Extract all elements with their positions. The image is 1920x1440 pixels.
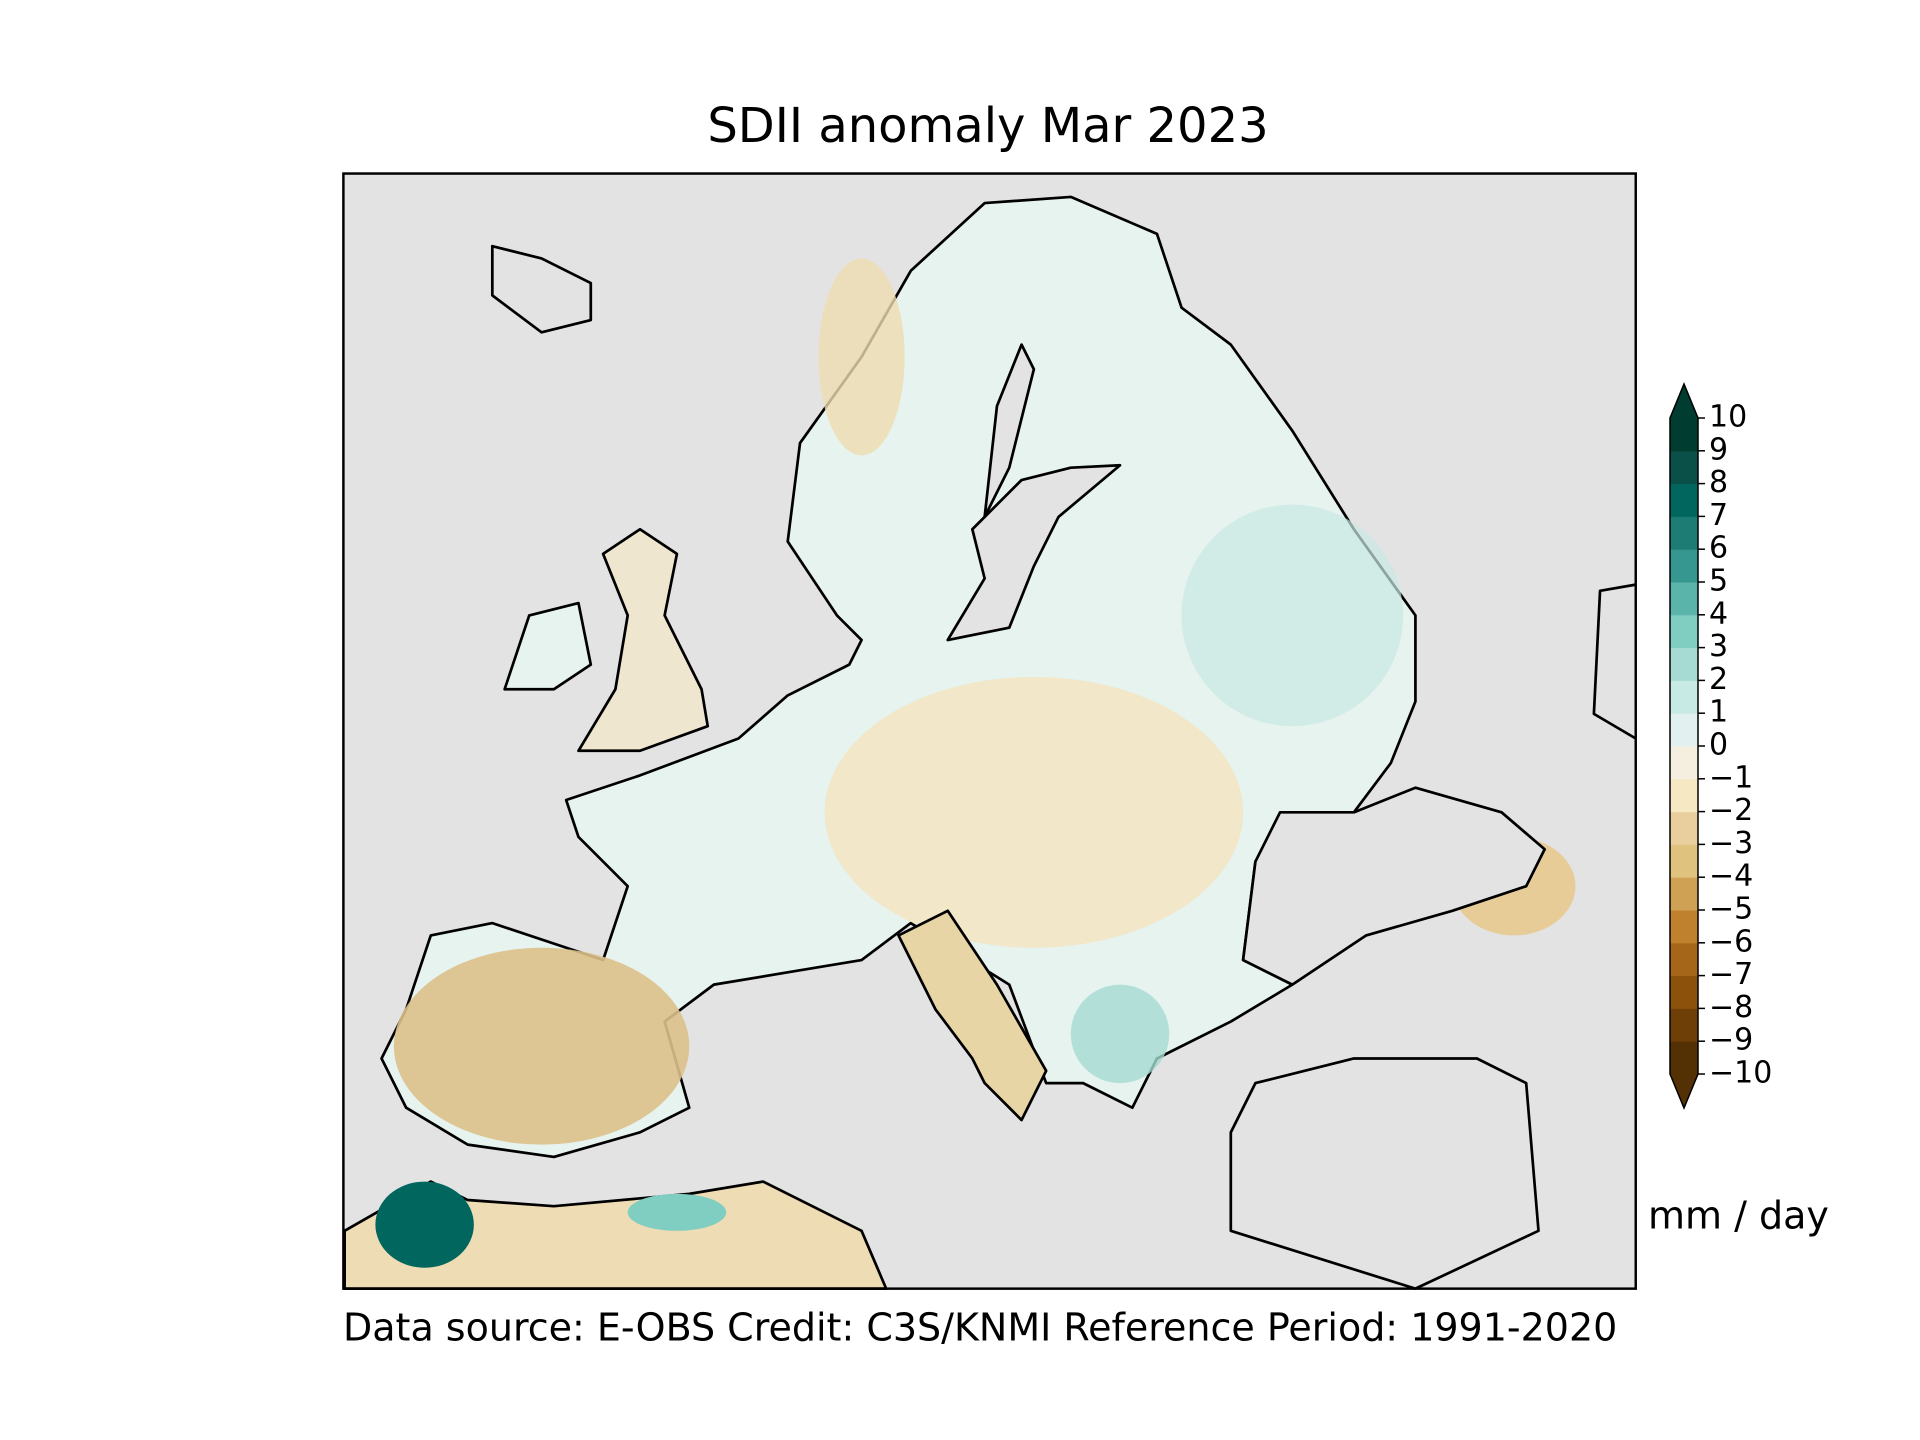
baltic-sea bbox=[946, 463, 1122, 642]
map bbox=[342, 172, 1637, 1291]
chart-title: SDII anomaly Mar 2023 bbox=[707, 98, 1268, 154]
colorbar-segment bbox=[1670, 811, 1698, 845]
colorbar-segment bbox=[1670, 713, 1698, 747]
dry-area bbox=[818, 258, 905, 456]
colorbar-label: mm / day bbox=[1648, 1194, 1829, 1238]
coast-east bbox=[1592, 583, 1637, 740]
colorbar-tick-label: 6 bbox=[1709, 531, 1728, 566]
colorbar-tick-label: 1 bbox=[1709, 695, 1728, 730]
dry-area bbox=[824, 676, 1244, 948]
colorbar-segment bbox=[1670, 1041, 1698, 1075]
colorbar-segment bbox=[1670, 418, 1698, 452]
colorbar-tick-label: 0 bbox=[1709, 728, 1728, 763]
colorbar-segment bbox=[1670, 614, 1698, 649]
colorbar-extend bbox=[1670, 384, 1698, 418]
colorbar-tick-label: −6 bbox=[1709, 924, 1753, 959]
colorbar-tick-label: 2 bbox=[1709, 662, 1728, 697]
land-ireland bbox=[503, 601, 593, 691]
colorbar-segment bbox=[1670, 680, 1698, 714]
colorbar-segment bbox=[1670, 746, 1698, 780]
colorbar-segment bbox=[1670, 910, 1698, 944]
wet-area bbox=[627, 1193, 727, 1231]
wet-area bbox=[1070, 984, 1170, 1084]
colorbar-tick-label: 3 bbox=[1709, 629, 1728, 664]
colorbar-segment bbox=[1670, 942, 1698, 977]
colorbar-segment bbox=[1670, 877, 1698, 911]
colorbar-tick-label: −3 bbox=[1709, 826, 1753, 861]
colorbar-segment bbox=[1670, 1008, 1698, 1042]
colorbar-tick-label: −4 bbox=[1709, 859, 1753, 894]
colorbar-tick-label: −5 bbox=[1709, 892, 1753, 927]
map-frame bbox=[342, 172, 1637, 1290]
footnote: Data source: E-OBS Credit: C3S/KNMI Refe… bbox=[343, 1306, 1617, 1350]
colorbar-tick-label: 8 bbox=[1709, 465, 1728, 500]
colorbar-tick-label: −9 bbox=[1709, 1023, 1753, 1058]
colorbar-segment bbox=[1670, 582, 1698, 616]
colorbar-tick-label: −8 bbox=[1709, 990, 1753, 1025]
colorbar-tick-label: −1 bbox=[1709, 760, 1753, 795]
colorbar-tick-label: 7 bbox=[1709, 498, 1728, 533]
colorbar-tick-label: 10 bbox=[1709, 400, 1747, 435]
dry-area bbox=[393, 947, 690, 1145]
land-uk bbox=[577, 527, 710, 753]
colorbar-tick-label: −10 bbox=[1709, 1056, 1772, 1091]
wet-area bbox=[1181, 504, 1404, 727]
land-turkey bbox=[1229, 1057, 1540, 1291]
colorbar-segment bbox=[1670, 844, 1698, 878]
colorbar-tick-label: 9 bbox=[1709, 432, 1728, 467]
colorbar-segment bbox=[1670, 778, 1698, 813]
colorbar-segment bbox=[1670, 647, 1698, 681]
colorbar-segment bbox=[1670, 516, 1698, 550]
colorbar-segment bbox=[1670, 975, 1698, 1009]
colorbar-tick-label: −2 bbox=[1709, 793, 1753, 828]
colorbar-segment bbox=[1670, 450, 1698, 485]
colorbar-segment bbox=[1670, 549, 1698, 583]
colorbar-extend bbox=[1670, 1074, 1698, 1108]
black-sea bbox=[1241, 786, 1547, 986]
land-italy bbox=[897, 909, 1048, 1122]
colorbar-tick-label: 4 bbox=[1709, 596, 1728, 631]
colorbar-tick-label: 5 bbox=[1709, 564, 1728, 599]
wet-area bbox=[375, 1181, 474, 1268]
colorbar-segment bbox=[1670, 483, 1698, 517]
gulf-of-bothnia bbox=[983, 343, 1036, 519]
land-iceland bbox=[490, 244, 593, 334]
colorbar-tick-label: −7 bbox=[1709, 957, 1753, 992]
